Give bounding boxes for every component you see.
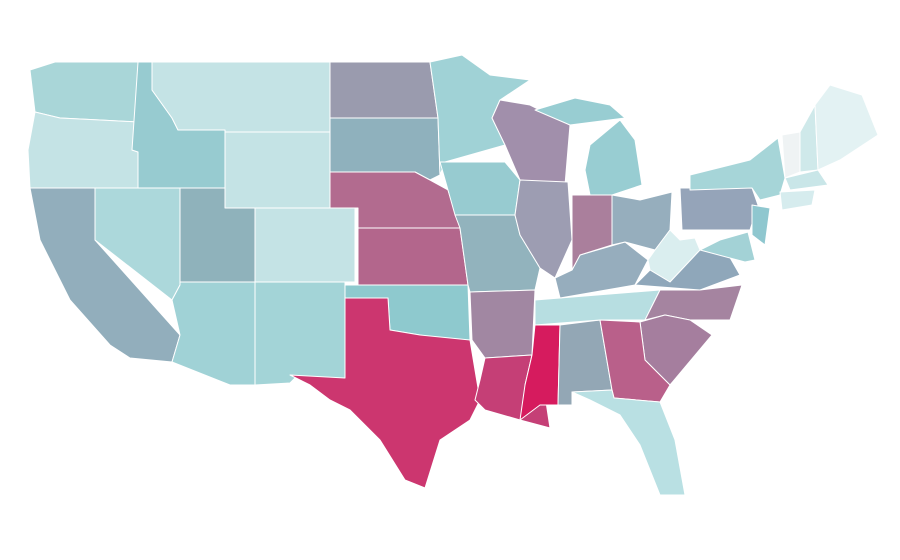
state-region <box>469 289 536 359</box>
state-region <box>151 61 331 133</box>
state-region <box>784 169 829 191</box>
state-region <box>679 187 759 231</box>
state-region <box>27 111 139 189</box>
state-region <box>171 281 256 386</box>
state-region <box>751 204 771 246</box>
state-region <box>554 241 649 299</box>
state-region <box>584 119 643 196</box>
state-region <box>329 61 439 119</box>
state-region <box>224 131 331 209</box>
state-region <box>644 284 743 321</box>
state-region <box>254 207 356 283</box>
state-region <box>289 297 481 489</box>
state-region <box>534 97 626 126</box>
state-region <box>571 389 686 496</box>
state-region <box>814 84 879 171</box>
state-region <box>357 227 469 286</box>
state-region <box>514 179 573 279</box>
state-region <box>699 231 756 263</box>
state-region <box>534 289 661 326</box>
state-region <box>329 117 441 181</box>
state-region <box>254 281 346 386</box>
state-region <box>779 189 816 211</box>
state-region <box>491 99 571 186</box>
state-region <box>781 131 801 179</box>
state-region <box>29 61 139 123</box>
